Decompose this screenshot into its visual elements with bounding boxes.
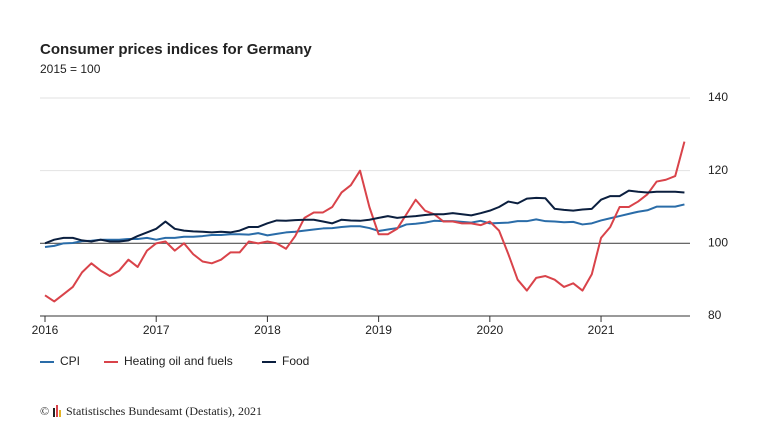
y-tick-label: 100 (708, 236, 728, 250)
chart-subtitle: 2015 = 100 (40, 62, 101, 76)
x-tick-label: 2016 (32, 323, 59, 337)
series-line (44, 141, 686, 303)
x-tick-label: 2017 (143, 323, 170, 337)
copyright: © (40, 404, 49, 418)
y-tick-label: 120 (708, 163, 728, 177)
legend-label: Food (282, 354, 309, 368)
legend-label: CPI (60, 354, 80, 368)
x-tick-label: 2018 (254, 323, 281, 337)
series-line (44, 203, 685, 248)
series-line (44, 189, 685, 245)
x-tick-label: 2019 (365, 323, 392, 337)
y-tick-label: 80 (708, 308, 722, 322)
logo (53, 405, 61, 417)
source: Statistisches Bundesamt (Destatis), 2021 (66, 404, 262, 418)
x-tick-label: 2020 (476, 323, 503, 337)
legend-label: Heating oil and fuels (124, 354, 233, 368)
y-tick-label: 140 (708, 90, 728, 104)
x-tick-label: 2021 (588, 323, 615, 337)
chart-title: Consumer prices indices for Germany (40, 41, 312, 58)
